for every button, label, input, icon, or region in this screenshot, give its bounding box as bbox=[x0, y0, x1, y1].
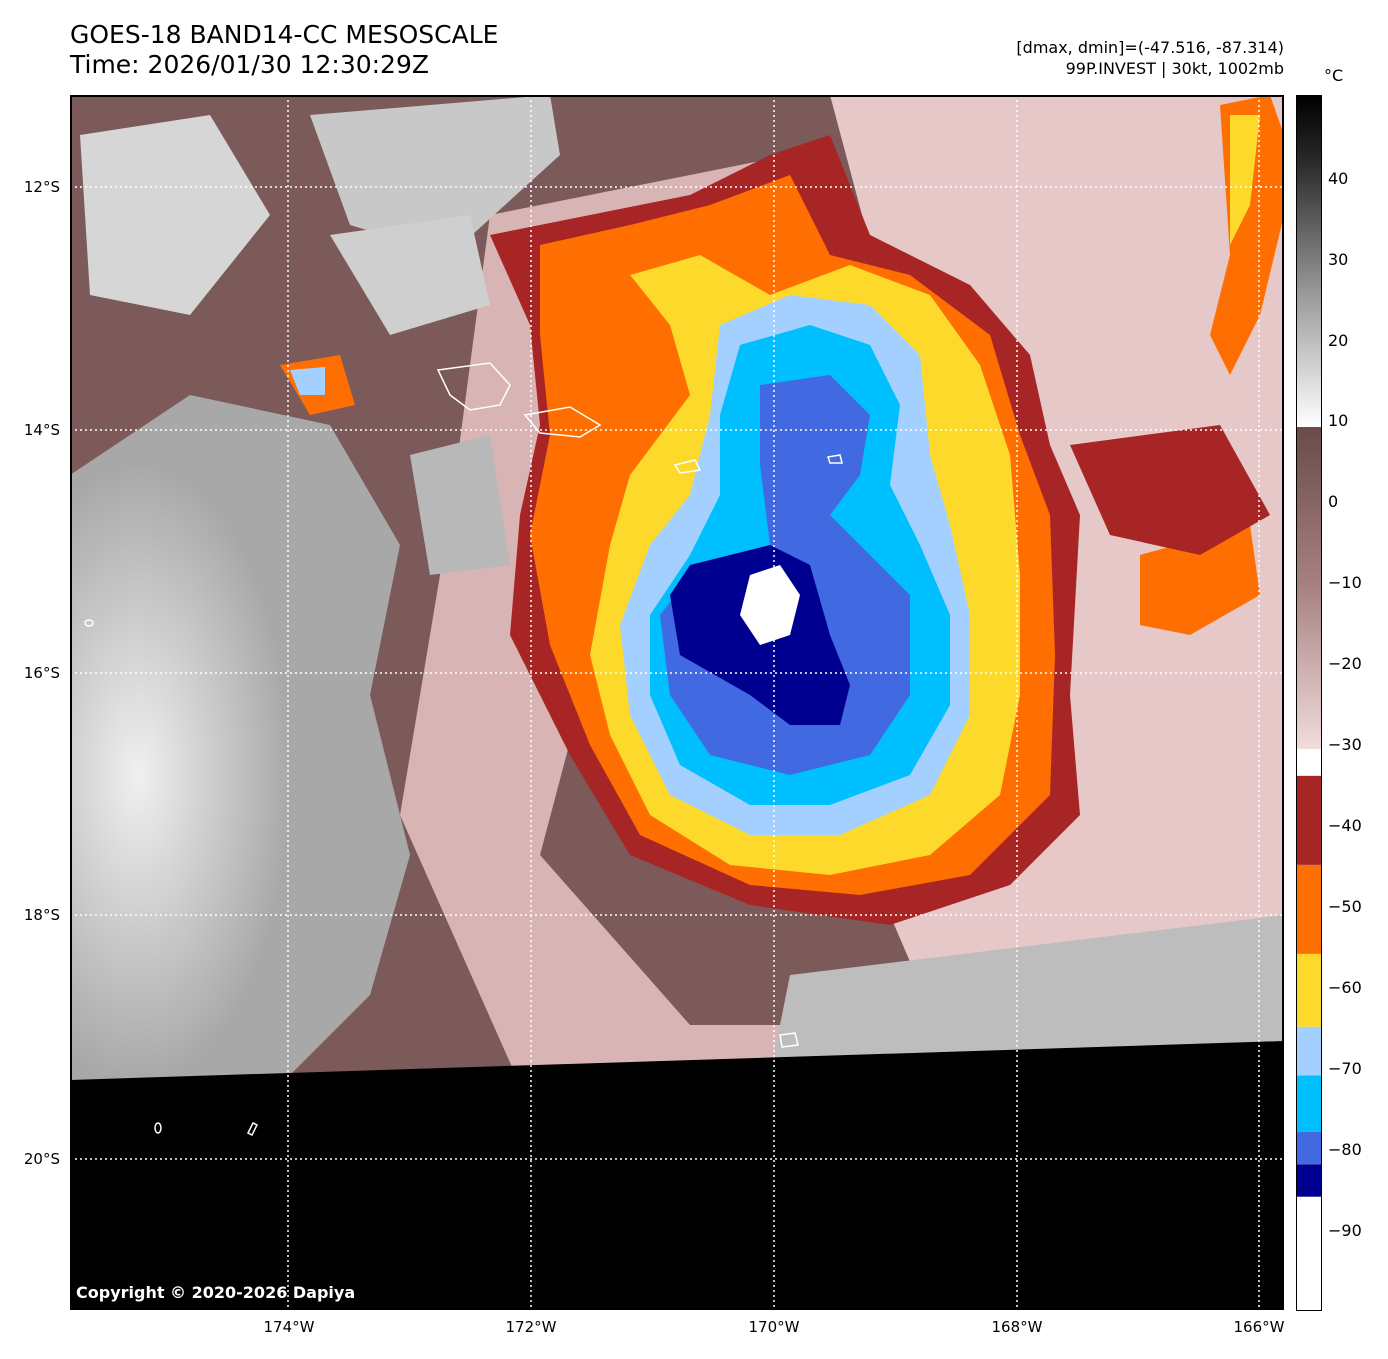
coastline-islet-west bbox=[84, 619, 94, 627]
northeast-yellow-streak bbox=[1230, 115, 1260, 245]
lon-label-168w: 168°W bbox=[991, 1318, 1043, 1336]
colorbar-tick-20: 20 bbox=[1328, 331, 1349, 350]
coastline-islet-southwest bbox=[154, 1122, 162, 1134]
west-small-cell-core bbox=[290, 367, 325, 395]
colorbar-tick-minus90: −90 bbox=[1328, 1221, 1362, 1240]
colorbar-tick-minus20: −20 bbox=[1328, 654, 1362, 673]
copyright-text: Copyright © 2020-2026 Dapiya bbox=[76, 1283, 356, 1302]
dmax-dmin-readout: [dmax, dmin]=(-47.516, -87.314) bbox=[1016, 38, 1284, 57]
no-data-region bbox=[70, 1041, 1284, 1310]
colorbar-brown-ramp bbox=[1297, 427, 1321, 749]
low-cloud-patch-northwest bbox=[330, 215, 490, 335]
coastline-niue bbox=[779, 1032, 799, 1048]
colorbar-tick-0: 0 bbox=[1328, 492, 1339, 511]
coastline-tutuila bbox=[673, 459, 702, 474]
east-red-cluster bbox=[1070, 425, 1270, 555]
colorbar-frame bbox=[1296, 95, 1322, 1311]
coastline-upolu bbox=[523, 406, 602, 438]
colorbar-tick-minus60: −60 bbox=[1328, 978, 1362, 997]
colorbar-tick-minus30: −30 bbox=[1328, 735, 1362, 754]
colorbar-segment-7 bbox=[1297, 775, 1321, 865]
colorbar-gray-ramp bbox=[1297, 96, 1321, 427]
title-line-time: Time: 2026/01/30 12:30:29Z bbox=[70, 50, 429, 79]
colorbar-segment-5 bbox=[1297, 953, 1321, 1027]
graticule bbox=[70, 95, 1284, 1310]
low-cloud-region-west bbox=[70, 395, 410, 1085]
low-cloud-patch-mid bbox=[410, 435, 510, 575]
colorbar-tick-minus70: −70 bbox=[1328, 1059, 1362, 1078]
colorbar-tick-minus10: −10 bbox=[1328, 573, 1362, 592]
lon-label-166w: 166°W bbox=[1233, 1318, 1285, 1336]
lon-label-170w: 170°W bbox=[748, 1318, 800, 1336]
title-line-product: GOES-18 BAND14-CC MESOSCALE bbox=[70, 20, 499, 49]
coastline-samoa bbox=[436, 362, 511, 411]
northeast-convective-streak bbox=[1210, 95, 1284, 375]
low-cloud-region-north-center bbox=[310, 95, 560, 255]
colorbar-segment-2 bbox=[1297, 1131, 1321, 1165]
colorbar bbox=[1296, 95, 1322, 1311]
lon-label-172w: 172°W bbox=[505, 1318, 557, 1336]
colorbar-tick-40: 40 bbox=[1328, 169, 1349, 188]
colorbar-tick-minus50: −50 bbox=[1328, 897, 1362, 916]
coastline-small-east bbox=[827, 454, 843, 464]
lat-label-18s: 18°S bbox=[23, 906, 60, 924]
east-cloud-cluster bbox=[1140, 525, 1260, 635]
colorbar-tick-10: 10 bbox=[1328, 411, 1349, 430]
colorbar-segment-4 bbox=[1297, 1026, 1321, 1076]
colorbar-tick-minus40: −40 bbox=[1328, 816, 1362, 835]
satellite-map bbox=[70, 95, 1284, 1310]
lon-label-174w: 174°W bbox=[263, 1318, 315, 1336]
colorbar-segment-1 bbox=[1297, 1164, 1321, 1197]
lat-label-16s: 16°S bbox=[23, 664, 60, 682]
chart-title: GOES-18 BAND14-CC MESOSCALE Time: 2026/0… bbox=[70, 20, 498, 80]
storm-readout: 99P.INVEST | 30kt, 1002mb bbox=[1065, 59, 1284, 78]
colorbar-unit: °C bbox=[1324, 66, 1344, 85]
lat-label-12s: 12°S bbox=[23, 178, 60, 196]
lat-label-20s: 20°S bbox=[23, 1150, 60, 1168]
low-cloud-region-north bbox=[80, 115, 270, 315]
colorbar-segment-3 bbox=[1297, 1075, 1321, 1132]
storm-info: [dmax, dmin]=(-47.516, -87.314) 99P.INVE… bbox=[1016, 37, 1284, 79]
colorbar-tick-30: 30 bbox=[1328, 250, 1349, 269]
colorbar-tick-minus80: −80 bbox=[1328, 1140, 1362, 1159]
coldest-core-white bbox=[740, 565, 800, 645]
coastline-islet-tonga bbox=[246, 1121, 259, 1137]
map-frame bbox=[70, 95, 1284, 1310]
colorbar-segment-0 bbox=[1297, 1196, 1321, 1310]
low-cloud-region-south bbox=[770, 915, 1284, 1075]
lat-label-14s: 14°S bbox=[23, 421, 60, 439]
colorbar-segment-6 bbox=[1297, 864, 1321, 954]
